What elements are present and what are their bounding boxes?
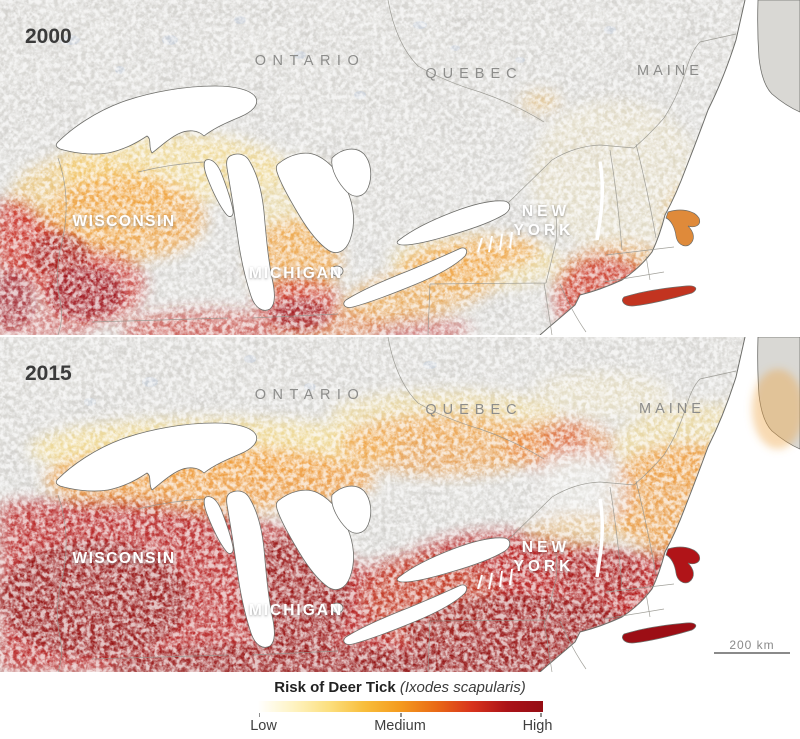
lake-erie — [343, 247, 467, 308]
label-wisconsin: WISCONSIN — [72, 213, 175, 230]
nova-scotia — [757, 0, 800, 113]
label-quebec: QUEBEC — [425, 402, 522, 418]
great-lakes — [55, 85, 511, 311]
legend-gradient-bar — [257, 701, 543, 712]
label-new-york-line1: NEW — [522, 539, 570, 556]
scale-bar-label: 200 km — [729, 638, 774, 652]
green-bay — [203, 496, 234, 554]
lake-huron — [275, 152, 354, 253]
label-michigan: MICHIGAN — [249, 265, 343, 282]
cape-cod — [665, 546, 700, 584]
legend-species-text: (Ixodes scapularis) — [399, 679, 526, 696]
map-2015: 2015 ONTARIO QUEBEC MAINE WISCONSIN MICH… — [0, 337, 800, 672]
legend-title-text: Risk of Deer Tick — [274, 679, 396, 696]
state-labels: WISCONSIN MICHIGAN NEW YORK — [72, 539, 575, 619]
year-label: 2000 — [25, 25, 72, 48]
long-island — [622, 622, 697, 644]
lake-michigan — [226, 490, 275, 648]
atlantic-ocean — [540, 337, 800, 672]
label-wisconsin: WISCONSIN — [72, 550, 175, 567]
cape-cod — [665, 209, 700, 247]
georgian-bay — [331, 148, 372, 197]
label-maine: MAINE — [639, 401, 705, 417]
label-michigan: MICHIGAN — [249, 602, 343, 619]
lake-champlain — [595, 498, 605, 578]
legend-tick-medium — [400, 713, 402, 717]
lake-ontario — [396, 200, 511, 246]
long-island — [622, 285, 697, 307]
political-borders — [57, 337, 737, 672]
state-labels: WISCONSIN MICHIGAN NEW YORK — [72, 203, 575, 282]
atlantic-ocean — [540, 0, 800, 335]
lake-superior — [55, 422, 258, 492]
scale-bar: 200 km — [714, 638, 790, 654]
legend-label-medium: Medium — [374, 718, 426, 734]
legend-title: Risk of Deer Tick (Ixodes scapularis) — [274, 679, 526, 696]
lake-superior — [55, 85, 258, 155]
map-panel-2015: 2015 ONTARIO QUEBEC MAINE WISCONSIN MICH… — [0, 337, 800, 672]
legend: Risk of Deer Tick (Ixodes scapularis) Lo… — [0, 672, 800, 739]
political-borders — [57, 0, 737, 335]
nova-scotia-risk — [752, 369, 800, 449]
finger-lakes — [477, 568, 513, 590]
lake-st-clair — [330, 265, 344, 277]
atlantic-coastline — [539, 337, 746, 672]
year-label: 2015 — [25, 362, 72, 385]
label-new-york-line2: YORK — [514, 558, 575, 575]
label-maine: MAINE — [637, 63, 703, 79]
georgian-bay — [331, 485, 372, 534]
label-ontario: ONTARIO — [255, 53, 365, 69]
lake-ontario — [396, 537, 511, 583]
atlantic-coastline — [539, 0, 746, 335]
lake-st-clair — [330, 602, 344, 614]
map-panel-2000: 2000 ONTARIO QUEBEC MAINE WISCONSIN MICH… — [0, 0, 800, 335]
lake-erie — [343, 584, 467, 645]
province-labels: ONTARIO QUEBEC MAINE — [255, 53, 703, 82]
label-new-york-line2: YORK — [514, 222, 575, 239]
map-2000: 2000 ONTARIO QUEBEC MAINE WISCONSIN MICH… — [0, 0, 800, 335]
legend-label-low: Low — [250, 718, 277, 734]
legend-label-high: High — [522, 718, 553, 734]
great-lakes — [55, 422, 511, 648]
label-ontario: ONTARIO — [255, 387, 365, 403]
label-new-york-line1: NEW — [522, 203, 570, 220]
green-bay — [203, 159, 234, 217]
legend-tick-low — [258, 713, 260, 717]
lake-champlain — [595, 161, 605, 241]
legend-bar-wrap: Low Medium High — [250, 701, 552, 735]
lake-michigan — [226, 153, 275, 311]
legend-tick-high — [540, 713, 542, 717]
finger-lakes — [477, 231, 513, 253]
province-labels: ONTARIO QUEBEC MAINE — [255, 387, 705, 418]
label-quebec: QUEBEC — [425, 66, 522, 82]
lake-huron — [275, 489, 354, 590]
